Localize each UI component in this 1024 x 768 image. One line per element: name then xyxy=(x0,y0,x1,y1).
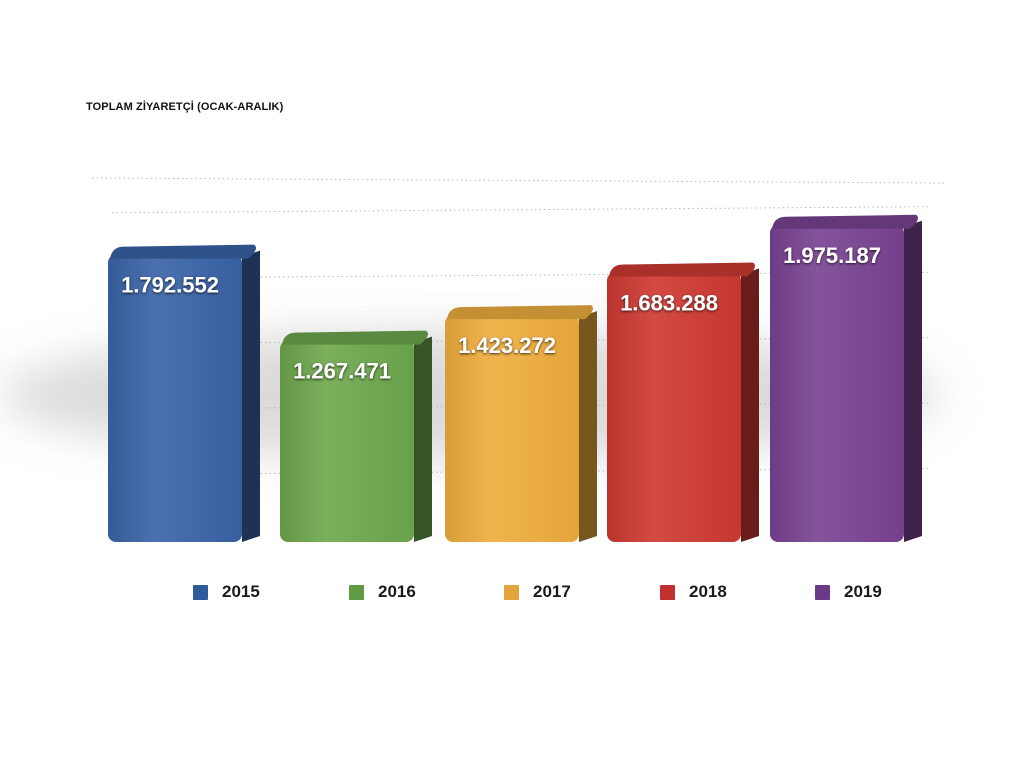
bar-value-label: 1.423.272 xyxy=(458,333,556,358)
bar-front-face xyxy=(607,272,741,542)
grid-line xyxy=(91,177,945,184)
legend-swatch-2016 xyxy=(349,584,364,600)
bar-front-face xyxy=(770,224,904,542)
bar-side-face xyxy=(904,220,922,542)
legend-label-2018: 2018 xyxy=(689,582,727,601)
bar-value-label: 1.792.552 xyxy=(121,273,219,298)
bar-front-face xyxy=(445,315,579,542)
bar-2016 xyxy=(280,330,432,542)
legend-item-2018: 2018 xyxy=(660,582,727,602)
legend-item-2019: 2019 xyxy=(815,582,882,602)
legend-item-2016: 2016 xyxy=(349,582,416,602)
legend-label-2016: 2016 xyxy=(378,582,416,601)
bar-top-face xyxy=(772,214,918,229)
bar-2018 xyxy=(607,262,759,542)
bar-top-face xyxy=(447,305,593,320)
bar-front-face xyxy=(280,340,414,542)
bar-2017 xyxy=(445,305,597,542)
legend-label-2015: 2015 xyxy=(222,582,260,601)
bar-value-label: 1.975.187 xyxy=(783,243,881,268)
bar-top-face xyxy=(282,330,428,345)
legend-item-2015: 2015 xyxy=(193,582,260,602)
bar-value-label: 1.683.288 xyxy=(620,291,718,316)
bar-top-face xyxy=(609,262,755,277)
legend-swatch-2018 xyxy=(660,584,675,600)
legend-label-2017: 2017 xyxy=(533,582,571,601)
legend-swatch-2019 xyxy=(815,584,830,600)
grid-line xyxy=(111,206,931,214)
bar-side-face xyxy=(741,268,759,542)
legend-swatch-2015 xyxy=(193,584,208,600)
legend-swatch-2017 xyxy=(504,584,519,600)
legend: 2015 2016 2017 2018 2019 xyxy=(0,582,1024,606)
chart-title: TOPLAM ZİYARETÇİ (OCAK-ARALIK) xyxy=(86,101,284,113)
bar-2019 xyxy=(770,214,922,542)
bar-side-face xyxy=(242,250,260,542)
bar-top-face xyxy=(110,244,256,259)
bar-2015 xyxy=(108,244,260,542)
legend-label-2019: 2019 xyxy=(844,582,882,601)
legend-item-2017: 2017 xyxy=(504,582,571,602)
bar-side-face xyxy=(579,311,597,542)
bar-side-face xyxy=(414,336,432,542)
bar-front-face xyxy=(108,254,242,542)
bar-value-label: 1.267.471 xyxy=(293,359,391,384)
